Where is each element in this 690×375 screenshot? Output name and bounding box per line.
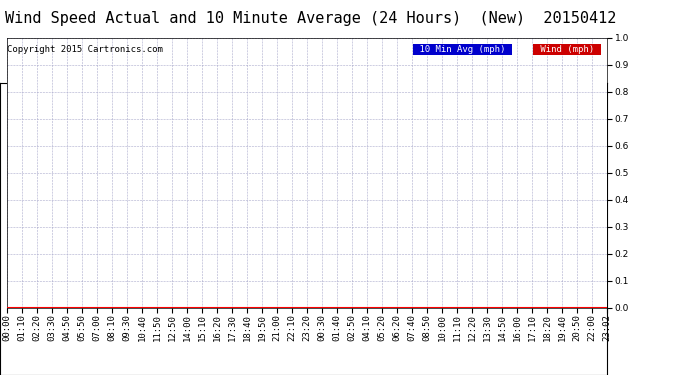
- Text: 10 Min Avg (mph): 10 Min Avg (mph): [414, 45, 511, 54]
- Text: Copyright 2015 Cartronics.com: Copyright 2015 Cartronics.com: [7, 45, 163, 54]
- Text: Wind Speed Actual and 10 Minute Average (24 Hours)  (New)  20150412: Wind Speed Actual and 10 Minute Average …: [5, 11, 616, 26]
- Text: Wind (mph): Wind (mph): [535, 45, 599, 54]
